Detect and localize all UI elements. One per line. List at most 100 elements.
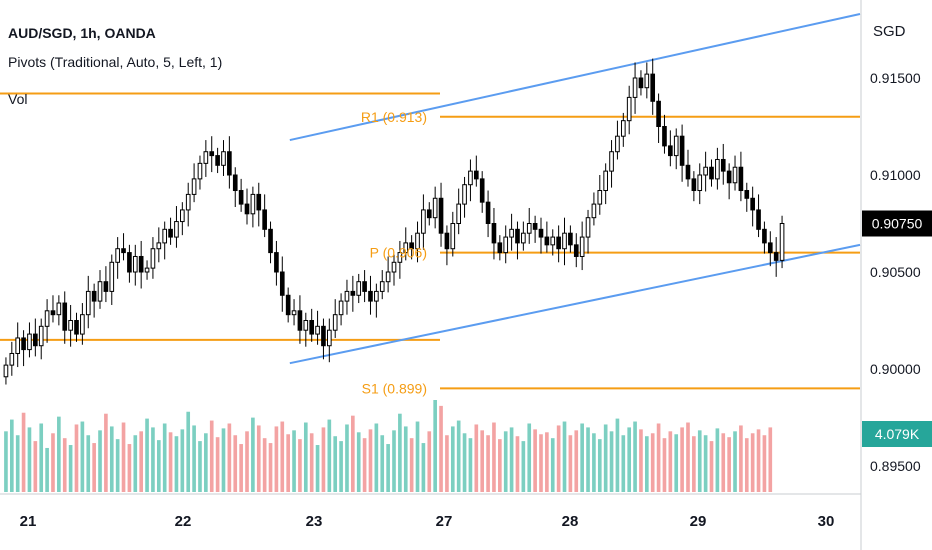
candle-body: [3, 364, 9, 378]
candle-body: [679, 135, 685, 166]
pivots-indicator-legend[interactable]: Pivots (Traditional, Auto, 5, Left, 1): [8, 54, 223, 70]
candle-body: [426, 209, 432, 219]
volume-bar: [639, 429, 643, 492]
volume-bar: [592, 433, 596, 492]
volume-bar: [515, 436, 520, 492]
volume-bar: [744, 438, 749, 492]
volume-indicator-legend[interactable]: Vol: [8, 91, 28, 107]
candle-body: [256, 193, 262, 211]
candle-body: [656, 100, 661, 127]
candle-body: [215, 155, 220, 166]
candle-body: [620, 120, 626, 137]
volume-bar: [57, 416, 61, 492]
candle-body: [685, 164, 691, 180]
candle-body: [268, 228, 273, 254]
volume-bar: [762, 435, 767, 492]
volume-bar: [174, 436, 179, 492]
candle-body: [573, 244, 579, 257]
candle-body: [80, 314, 85, 335]
candle-body: [456, 203, 461, 225]
volume-bar: [133, 435, 138, 492]
price-tick-label: 0.91000: [870, 167, 921, 183]
candle-body: [274, 252, 279, 273]
candle-body: [515, 228, 520, 244]
volume-bar: [280, 421, 285, 492]
candle-body: [180, 209, 185, 223]
volume-bar: [580, 423, 584, 492]
volume-bar: [4, 431, 8, 492]
candle-body: [550, 236, 556, 246]
candle-body: [356, 281, 362, 296]
time-tick-label: 22: [175, 513, 192, 530]
candle-body: [526, 223, 532, 234]
volume-bar: [309, 433, 314, 492]
volume-bar: [215, 437, 220, 492]
volume-bar: [204, 433, 208, 492]
candle-body: [415, 232, 420, 250]
volume-bar: [692, 436, 696, 492]
candle-body: [285, 294, 291, 316]
volume-bar: [739, 425, 743, 492]
volume-bar: [668, 431, 673, 492]
candle-body: [85, 290, 91, 316]
volume-bar: [562, 421, 567, 492]
candle-body: [321, 325, 326, 347]
volume-bar: [268, 443, 273, 492]
volume-bar: [168, 432, 173, 492]
candle-body: [9, 352, 15, 366]
candle-body: [74, 320, 79, 335]
volume-bar: [503, 431, 508, 492]
current-price-badge: [862, 210, 932, 237]
candle-body: [544, 236, 550, 246]
volume-bar: [756, 429, 761, 492]
volume-bar: [286, 434, 290, 492]
candle-body: [709, 166, 714, 180]
candle-body: [521, 232, 526, 244]
volume-bar: [327, 419, 332, 492]
candle-body: [626, 96, 632, 122]
volume-bar: [192, 425, 196, 492]
volume-bar: [162, 423, 167, 492]
time-tick-label: 27: [436, 513, 453, 530]
candle-body: [568, 232, 573, 246]
volume-bar: [127, 444, 132, 492]
candle-body: [56, 302, 62, 316]
volume-bar: [356, 432, 361, 492]
volume-bar: [415, 421, 420, 492]
candle-body: [368, 290, 373, 302]
volume-bar: [274, 426, 279, 492]
price-tick-label: 0.90000: [870, 361, 921, 377]
candle-body: [738, 166, 744, 192]
candle-body: [379, 281, 385, 292]
volume-bar: [433, 400, 437, 492]
volume-bar: [251, 417, 255, 492]
volume-bar: [92, 443, 96, 492]
volume-bar: [345, 424, 349, 492]
candle-body: [615, 135, 620, 153]
candle-body: [191, 178, 197, 195]
candle-body: [238, 190, 244, 205]
pivot-level-label: R1 (0.913): [361, 109, 427, 125]
volume-bar: [462, 433, 467, 492]
pivot-level-label: P (0.906): [370, 245, 427, 261]
candle-body: [532, 223, 538, 230]
candle-body: [462, 184, 467, 205]
candle-body: [479, 178, 485, 203]
volume-bar: [292, 430, 296, 492]
candle-body: [33, 333, 38, 347]
volume-bar: [86, 435, 91, 492]
candle-body: [450, 223, 456, 250]
volume-bar: [121, 422, 126, 492]
volume-bar: [186, 411, 191, 492]
volume-bar: [527, 423, 532, 492]
candle-body: [279, 271, 285, 296]
volume-bar: [45, 447, 49, 492]
volume-bar: [574, 430, 579, 492]
volume-bar: [650, 433, 655, 492]
candle-body: [650, 73, 656, 102]
volume-bar: [609, 431, 614, 492]
candle-body: [503, 236, 509, 254]
candle-body: [327, 329, 332, 347]
candle-body: [509, 228, 514, 238]
